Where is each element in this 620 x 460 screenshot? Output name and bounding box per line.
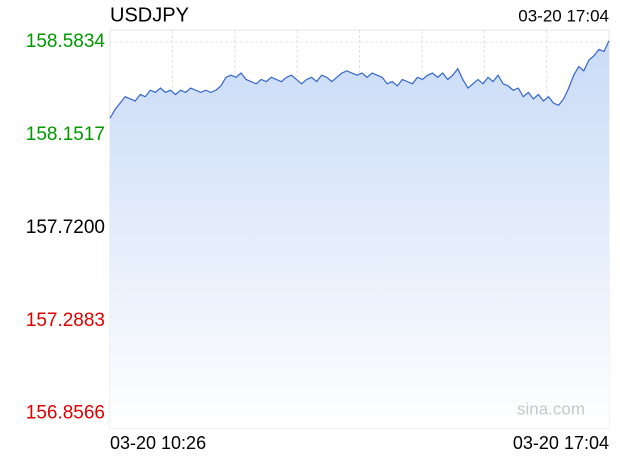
watermark: sina.com — [517, 399, 585, 418]
x-tick-label: 03-20 17:04 — [513, 433, 609, 453]
timestamp: 03-20 17:04 — [518, 6, 609, 25]
area — [110, 40, 609, 428]
y-tick-label: 157.2883 — [26, 310, 105, 331]
y-tick-label: 158.5834 — [26, 31, 106, 52]
x-tick-label: 03-20 10:26 — [110, 433, 206, 453]
y-tick-label: 157.7200 — [26, 217, 105, 238]
chart-title: USDJPY — [110, 4, 189, 26]
line — [109, 40, 610, 119]
y-tick-label: 156.8566 — [26, 403, 105, 424]
y-tick-label: 158.1517 — [26, 124, 105, 145]
